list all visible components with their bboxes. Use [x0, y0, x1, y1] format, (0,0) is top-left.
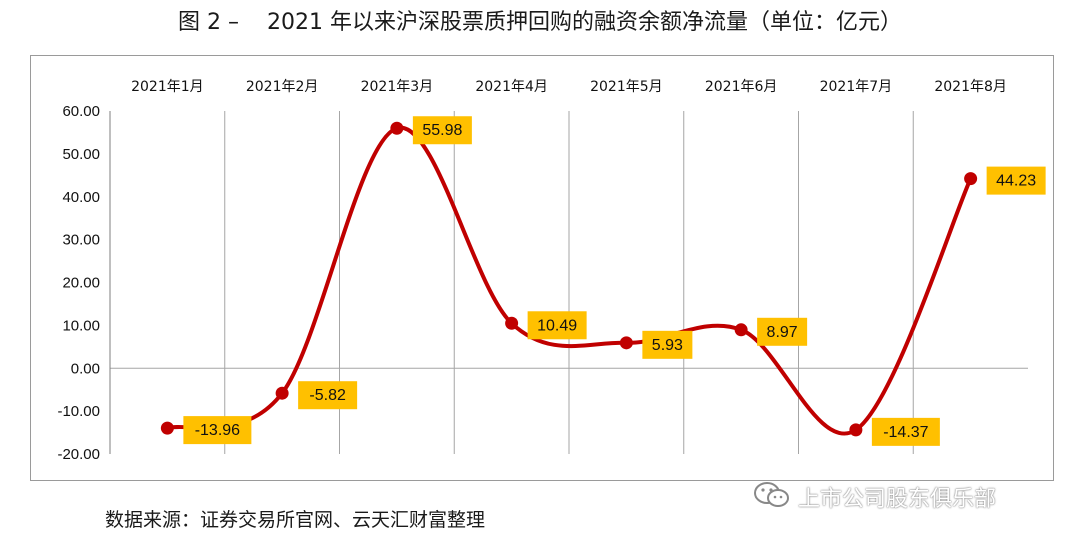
y-tick-label: 0.00	[71, 360, 100, 377]
data-label-box	[412, 116, 472, 145]
y-tick-label: 50.00	[62, 146, 100, 163]
data-label: 5.93	[652, 337, 683, 354]
data-label-box	[527, 311, 587, 340]
wechat-icon	[754, 482, 789, 507]
data-label-box	[757, 317, 808, 346]
data-point	[160, 421, 174, 435]
y-tick-label: 60.00	[62, 103, 100, 120]
watermark-text: 上市公司股东俱乐部	[798, 487, 997, 512]
data-point	[964, 172, 978, 186]
data-label: -5.82	[309, 387, 346, 404]
y-tick-label: -10.00	[57, 403, 100, 420]
y-tick-label: 10.00	[62, 317, 100, 334]
data-label: 8.97	[767, 324, 798, 341]
data-label-box	[183, 416, 252, 445]
data-label: 55.98	[422, 122, 462, 139]
data-label-box	[298, 381, 358, 410]
data-point	[390, 121, 404, 135]
chart-frame	[30, 55, 1054, 481]
data-source-note: 数据来源：证券交易所官网、云天汇财富整理	[105, 509, 486, 531]
x-tick-label: 2021年6月	[705, 79, 778, 95]
x-tick-label: 2021年7月	[820, 79, 893, 95]
x-tick-label: 2021年3月	[361, 79, 434, 95]
data-label-box	[871, 417, 940, 446]
data-label-box	[642, 330, 693, 359]
data-point	[275, 386, 289, 400]
x-tick-label: 2021年2月	[246, 79, 319, 95]
data-label: 10.49	[537, 317, 577, 334]
y-tick-label: 40.00	[62, 189, 100, 206]
y-tick-label: -20.00	[57, 446, 100, 463]
data-point	[849, 423, 863, 437]
data-point	[734, 323, 748, 337]
x-tick-label: 2021年4月	[475, 79, 548, 95]
data-label: -14.37	[883, 424, 928, 441]
data-label-box	[986, 166, 1046, 195]
data-label: 44.23	[996, 173, 1036, 190]
y-tick-label: 30.00	[62, 232, 100, 249]
data-label: -13.96	[195, 422, 240, 439]
chart-title: 图 2 – 2021 年以来沪深股票质押回购的融资余额净流量（单位：亿元）	[178, 10, 902, 35]
x-tick-label: 2021年1月	[131, 79, 204, 95]
data-point	[505, 316, 519, 330]
x-tick-label: 2021年5月	[590, 79, 663, 95]
x-tick-label: 2021年8月	[934, 79, 1007, 95]
y-tick-label: 20.00	[62, 275, 100, 292]
data-point	[619, 336, 633, 350]
